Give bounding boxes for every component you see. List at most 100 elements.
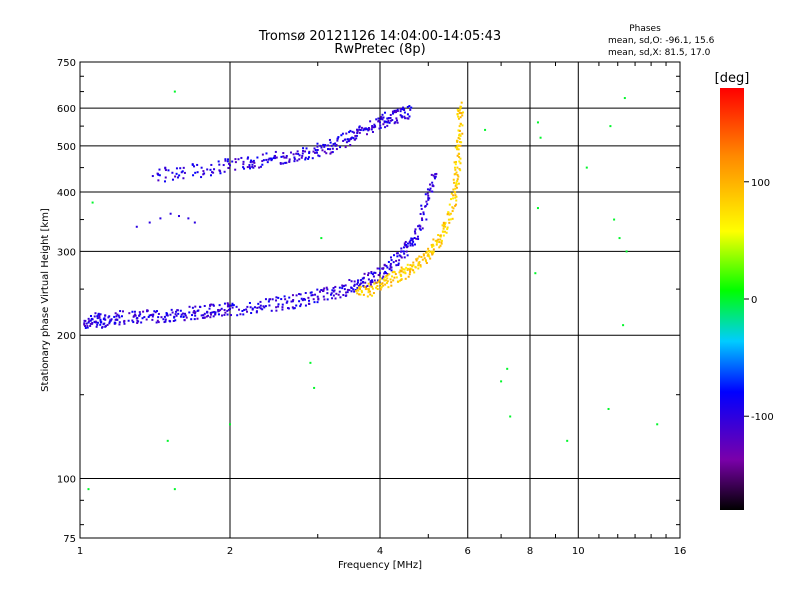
echo-point <box>291 300 294 303</box>
echo-point <box>410 237 413 240</box>
echo-point <box>353 283 356 286</box>
echo-point <box>346 288 349 291</box>
echo-point <box>367 272 370 275</box>
echo-point <box>275 306 278 309</box>
echo-point <box>391 119 394 122</box>
echo-point <box>188 305 191 308</box>
echo-point <box>459 122 462 125</box>
echo-point <box>196 163 199 166</box>
echo-point <box>452 188 455 191</box>
echo-point <box>131 319 134 322</box>
echo-point <box>179 309 182 312</box>
echo-point <box>157 312 160 315</box>
echo-point <box>150 314 153 317</box>
echo-point <box>133 310 136 313</box>
echo-point <box>458 137 461 140</box>
echo-point <box>539 136 542 139</box>
echo-point <box>140 321 143 324</box>
echo-point <box>91 321 94 324</box>
echo-point <box>431 244 434 247</box>
echo-point <box>428 250 431 253</box>
echo-point <box>172 319 175 322</box>
echo-point <box>411 242 414 245</box>
echo-point <box>388 268 391 271</box>
echo-point <box>413 243 416 246</box>
echo-point <box>357 285 360 288</box>
echo-point <box>169 212 172 215</box>
echo-point <box>142 310 145 313</box>
echo-point <box>452 178 455 181</box>
echo-point <box>393 111 396 114</box>
colorbar-gradient <box>720 88 744 510</box>
echo-point <box>431 252 434 255</box>
echo-point <box>165 312 168 315</box>
echo-point <box>304 298 307 301</box>
echo-point <box>133 314 136 317</box>
echo-point <box>213 310 216 313</box>
echo-point <box>421 258 424 261</box>
echo-point <box>229 423 231 426</box>
echo-point <box>331 147 334 150</box>
echo-point <box>309 361 312 364</box>
echo-point <box>164 166 167 169</box>
echo-point <box>213 168 216 171</box>
echo-point <box>295 294 298 297</box>
echo-point <box>618 237 621 240</box>
echo-point <box>262 159 265 162</box>
echo-point <box>319 290 322 293</box>
echo-point <box>174 310 177 313</box>
echo-point <box>397 264 400 267</box>
echo-point <box>412 269 415 272</box>
echo-point <box>331 151 334 154</box>
echo-point <box>286 300 289 303</box>
echo-point <box>89 314 92 317</box>
echo-point <box>372 292 375 295</box>
x-tick-label: 8 <box>527 546 533 557</box>
echo-point <box>236 314 239 317</box>
echo-point <box>419 264 422 267</box>
echo-point <box>345 132 348 135</box>
echo-point <box>330 151 333 154</box>
echo-point <box>157 316 160 319</box>
echo-point <box>169 313 172 316</box>
echo-point <box>356 283 359 286</box>
echo-point <box>330 292 333 295</box>
echo-point <box>182 312 185 315</box>
echo-point <box>292 307 295 310</box>
echo-point <box>339 296 342 299</box>
echo-point <box>371 281 374 284</box>
echo-point <box>459 105 462 108</box>
echo-point <box>411 238 414 241</box>
echo-point <box>194 314 197 317</box>
echo-point <box>379 272 381 275</box>
echo-point <box>185 316 188 319</box>
echo-point <box>447 218 450 221</box>
echo-point <box>308 302 311 305</box>
echo-point <box>245 308 248 311</box>
echo-point <box>355 128 358 131</box>
echo-point <box>223 302 226 305</box>
echo-point <box>349 138 352 141</box>
echo-point <box>89 324 92 327</box>
x-tick-label: 16 <box>674 546 687 557</box>
echo-point <box>455 186 458 189</box>
echo-point <box>267 300 270 303</box>
echo-point <box>393 254 396 257</box>
echo-point <box>209 168 212 171</box>
echo-point <box>386 124 389 127</box>
echo-point <box>427 194 430 197</box>
echo-point <box>450 198 453 201</box>
echo-point <box>360 291 363 294</box>
echo-point <box>353 280 356 283</box>
echo-point <box>437 238 440 241</box>
echo-point <box>375 286 378 289</box>
echo-point <box>362 280 365 283</box>
echo-point <box>388 121 391 124</box>
colorbar: [deg] 100 0 -100 <box>715 71 774 510</box>
echo-point <box>383 279 386 282</box>
echo-point <box>371 294 374 297</box>
echo-point <box>390 269 393 272</box>
echo-point <box>209 303 212 306</box>
echo-point <box>432 250 435 253</box>
echo-point <box>167 169 170 172</box>
